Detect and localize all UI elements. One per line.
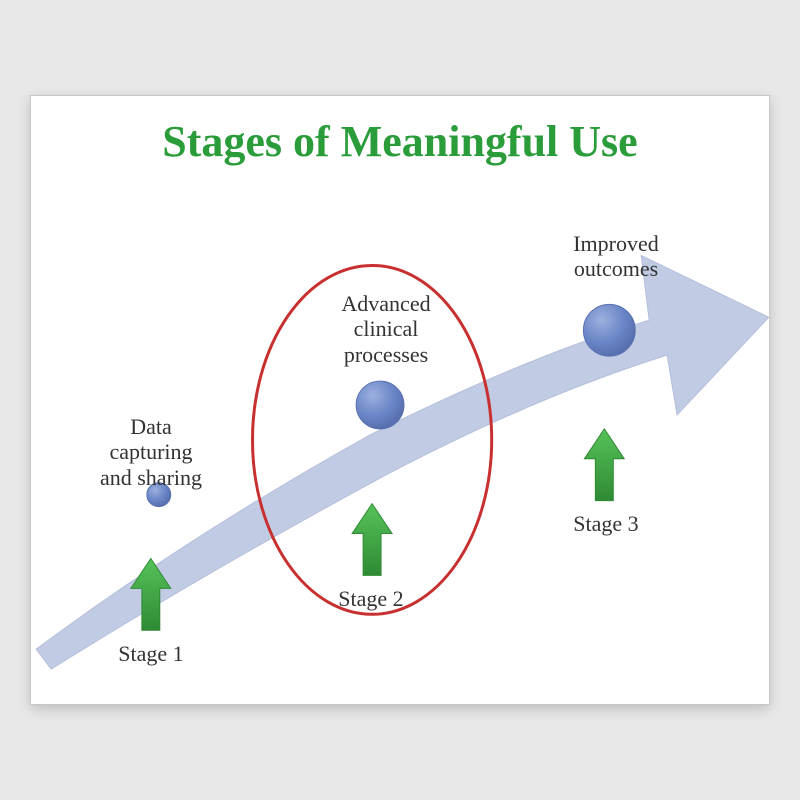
- stage2-up-arrow: [352, 504, 392, 576]
- stage1-label: Datacapturingand sharing: [71, 414, 231, 490]
- stage3-dot: [583, 304, 635, 356]
- stage2-label: Advancedclinicalprocesses: [301, 291, 471, 367]
- stage2-dot: [356, 381, 404, 429]
- diagram-svg: [31, 96, 769, 704]
- stage3-label: Improvedoutcomes: [536, 231, 696, 282]
- stage3-name: Stage 3: [546, 511, 666, 537]
- stage3-up-arrow: [584, 429, 624, 501]
- diagram-frame: Stages of Meaningful Use: [30, 95, 770, 705]
- stage1-name: Stage 1: [91, 641, 211, 667]
- stage2-name: Stage 2: [311, 586, 431, 612]
